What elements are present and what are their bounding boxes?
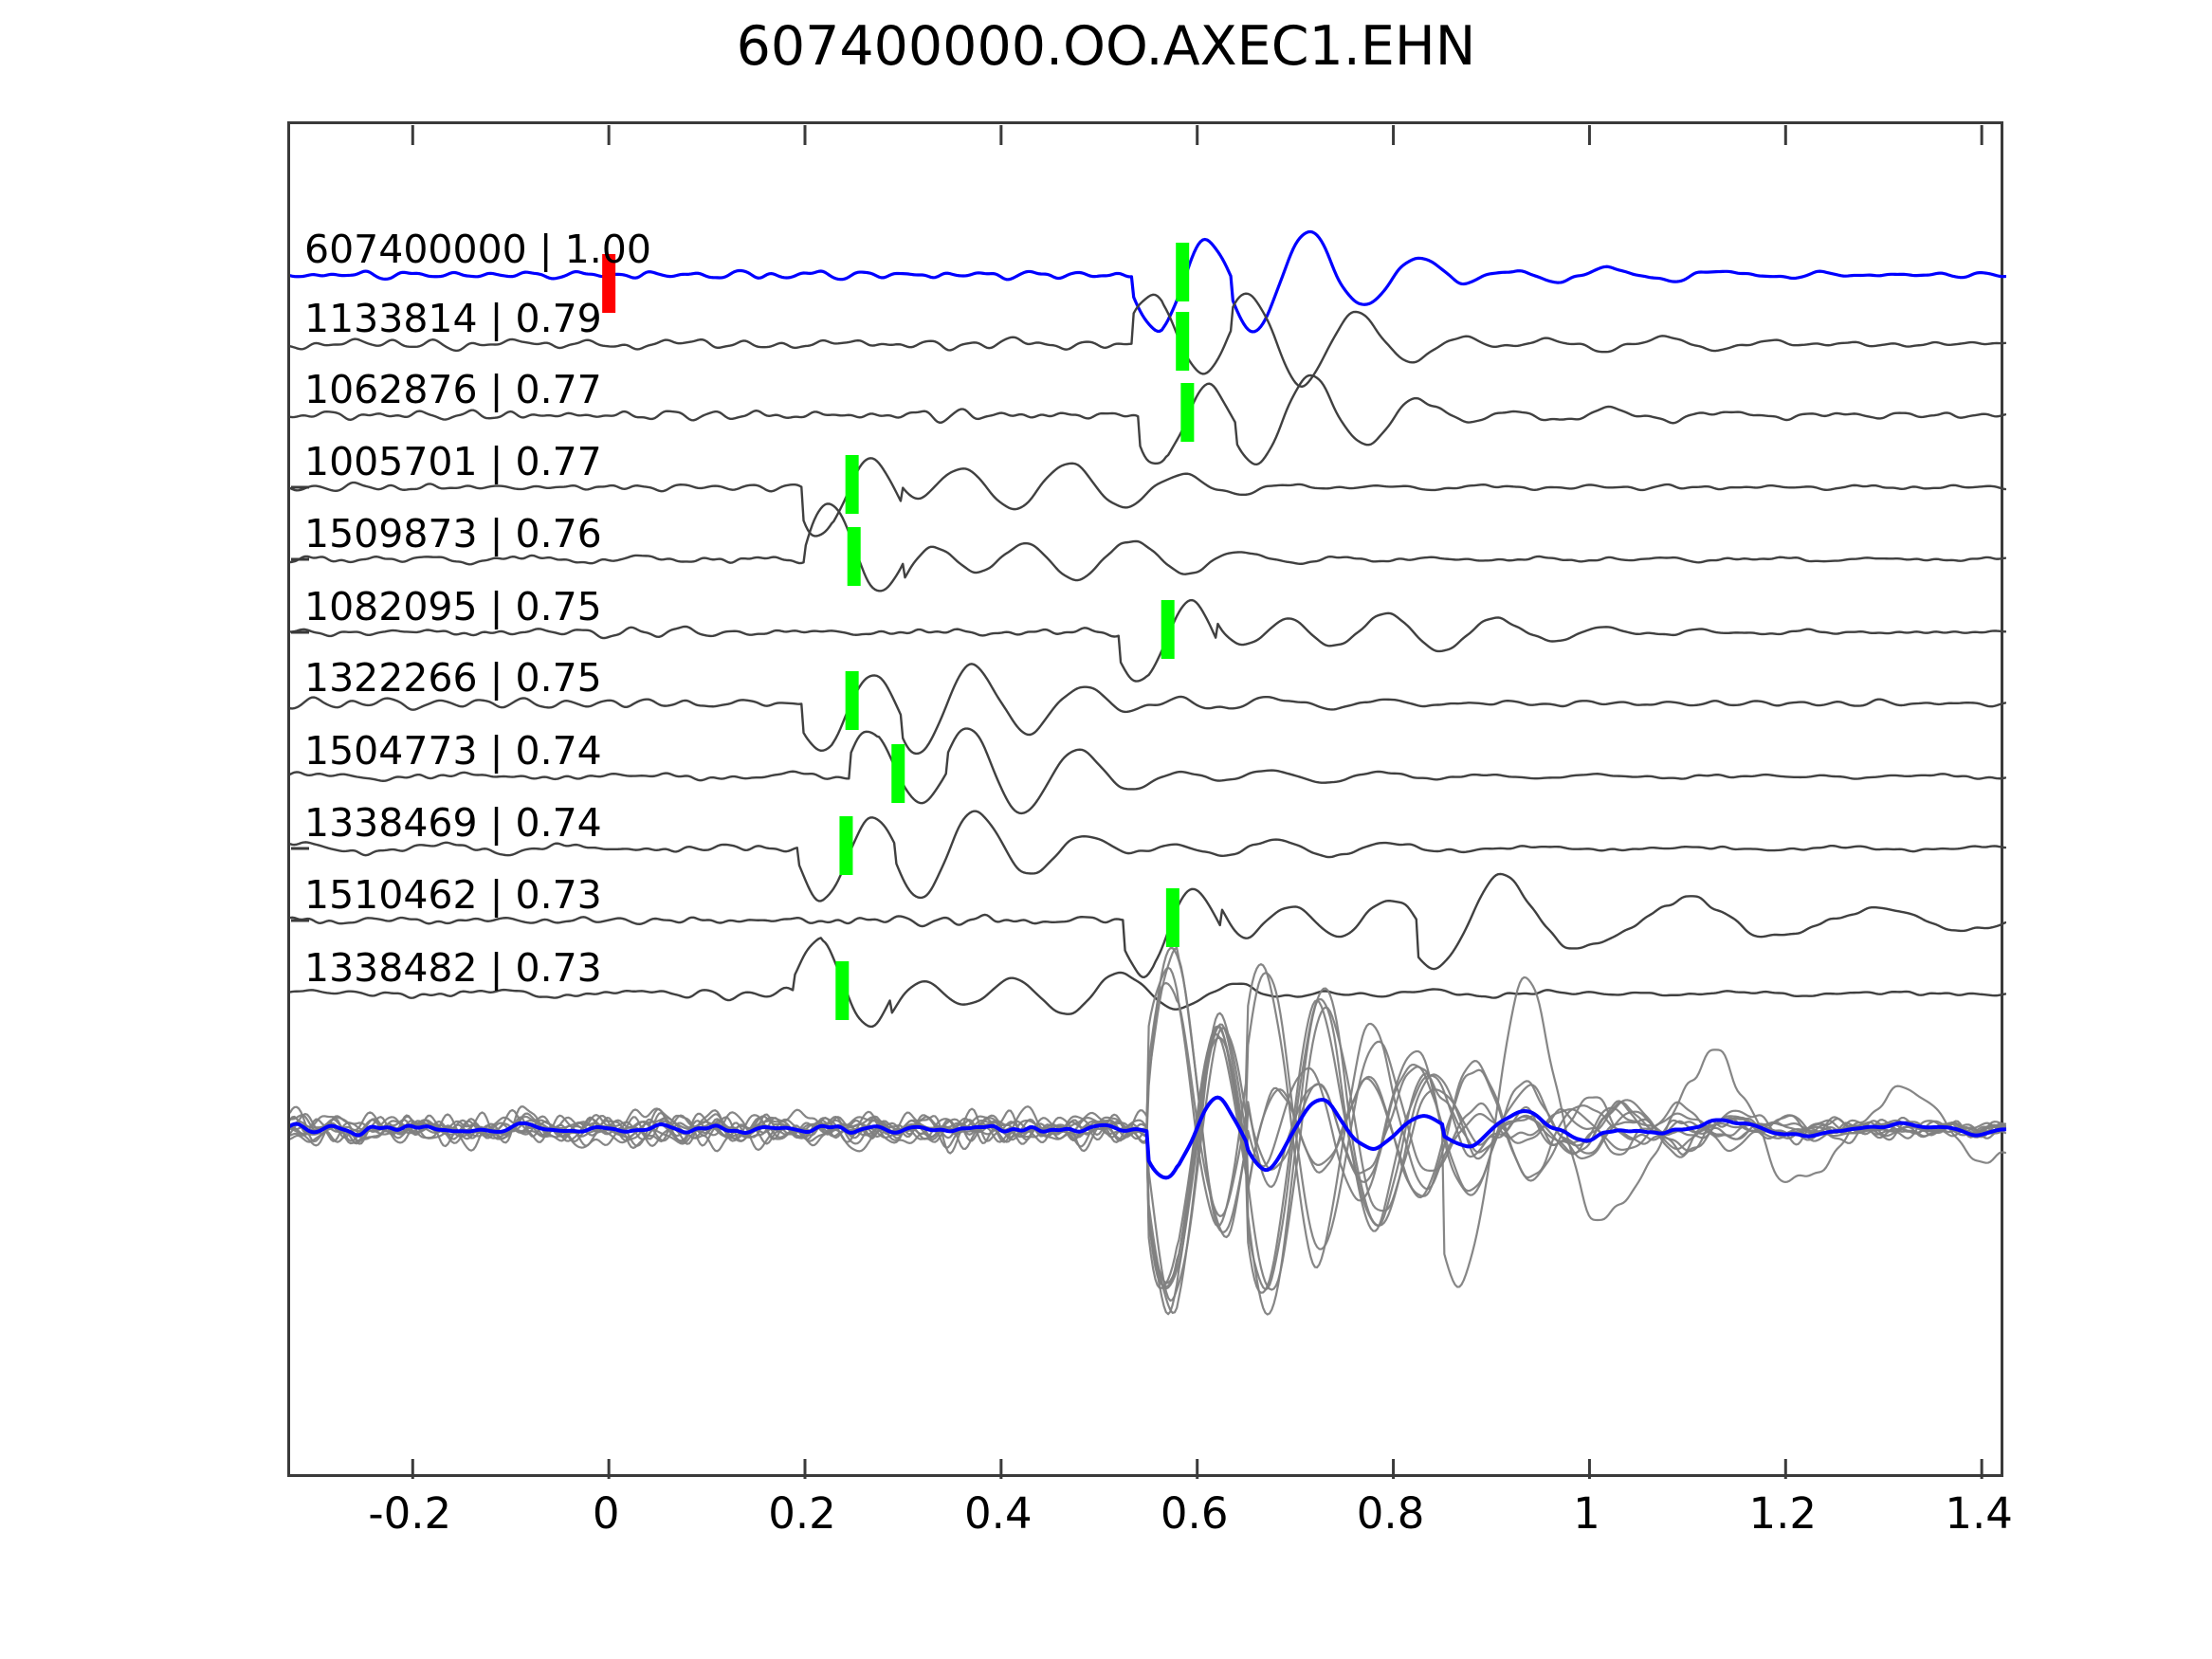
waveform-path xyxy=(290,810,2006,902)
trace-label: 1338469 | 0.74 xyxy=(304,800,602,846)
waveform-path xyxy=(290,872,2006,978)
waveform-path xyxy=(290,457,2006,538)
trace-label: 1133814 | 0.79 xyxy=(304,296,602,341)
x-tick-label: 0 xyxy=(592,1488,620,1539)
detection-marker xyxy=(839,816,853,875)
trace-label: 1062876 | 0.77 xyxy=(304,367,602,412)
waveform-path xyxy=(290,937,2006,1029)
trace-label: 1509873 | 0.76 xyxy=(304,511,602,556)
trace-label: 1504773 | 0.74 xyxy=(304,728,602,774)
trace-label: 1510462 | 0.73 xyxy=(304,872,602,918)
pick-marker xyxy=(602,254,616,313)
detection-marker xyxy=(845,671,859,730)
detection-marker xyxy=(1165,888,1179,947)
detection-marker xyxy=(1176,312,1190,371)
waveform-plot xyxy=(290,125,2006,1479)
detection-marker xyxy=(835,961,850,1020)
x-tick-label: 0.6 xyxy=(1160,1488,1229,1539)
waveform-path xyxy=(290,229,2006,334)
x-axis-tick-labels: -0.2 0 0.2 0.4 0.6 0.8 1 1.2 1.4 xyxy=(287,1488,2013,1564)
trace-label: 1322266 | 0.75 xyxy=(304,655,602,701)
detection-marker xyxy=(1176,243,1190,301)
waveform-path xyxy=(290,1095,2006,1180)
trace-label: 607400000 | 1.00 xyxy=(304,227,651,272)
detection-marker xyxy=(1161,600,1175,659)
waveform-path xyxy=(290,292,2006,389)
detection-marker xyxy=(1180,383,1195,442)
x-tick-label: -0.2 xyxy=(368,1488,452,1539)
trace-label: 1082095 | 0.75 xyxy=(304,584,602,629)
waveform-path xyxy=(290,374,2006,466)
waveform-path xyxy=(290,663,2006,756)
page-title: 607400000.OO.AXEC1.EHN xyxy=(736,15,1476,78)
waveform-axes xyxy=(287,121,2006,1479)
detection-marker xyxy=(845,455,859,514)
x-tick-label: 1.2 xyxy=(1748,1488,1818,1539)
waveform-path xyxy=(290,598,2006,683)
x-tick-label: 0.2 xyxy=(768,1488,836,1539)
trace-label: 1005701 | 0.77 xyxy=(304,439,602,484)
x-tick-label: 1.4 xyxy=(1945,1488,2013,1539)
waveform-path xyxy=(290,502,2006,592)
waveform-path xyxy=(290,727,2006,815)
x-tick-label: 0.8 xyxy=(1356,1488,1425,1539)
detection-marker xyxy=(847,527,861,586)
x-tick-label: 0.4 xyxy=(964,1488,1033,1539)
detection-marker xyxy=(891,744,905,803)
trace-label: 1338482 | 0.73 xyxy=(304,945,602,991)
x-tick-label: 1 xyxy=(1573,1488,1600,1539)
